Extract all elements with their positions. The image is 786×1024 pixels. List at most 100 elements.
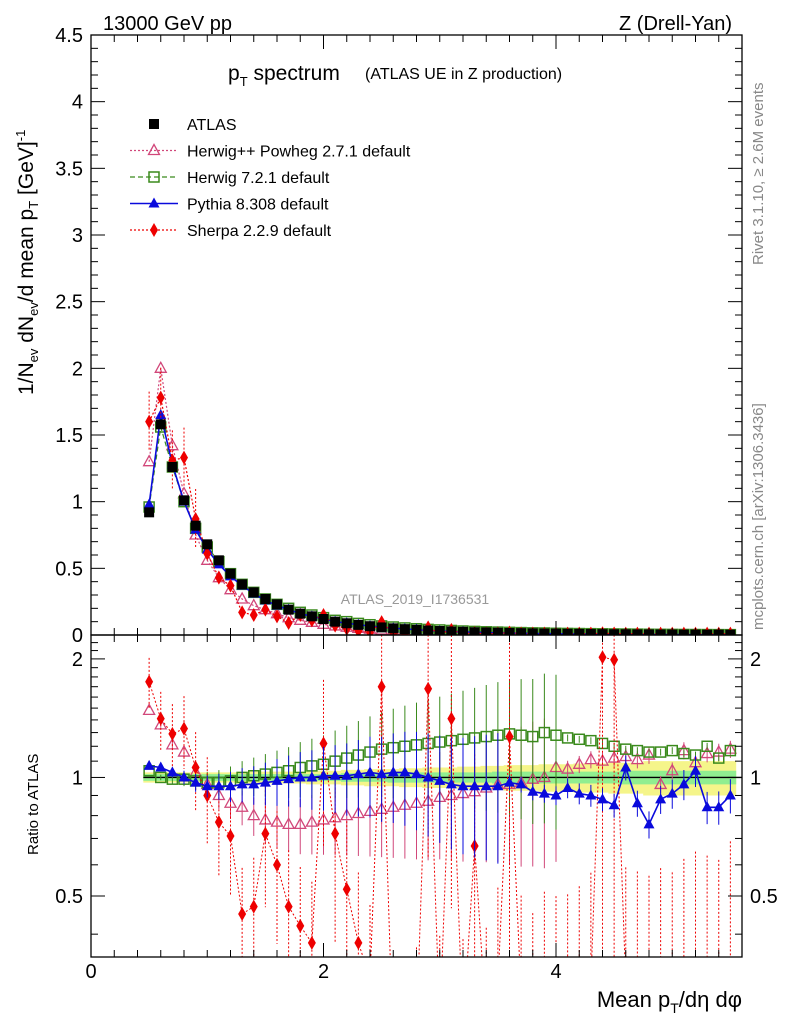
ratio-point-herwigpp	[235, 799, 249, 812]
ratio-point-sherpa	[564, 994, 572, 1008]
legend-label-herwigpp: Herwig++ Powheg 2.7.1 default	[187, 144, 411, 161]
main-point-atlas	[341, 618, 352, 629]
main-point-atlas	[272, 599, 282, 610]
main-point-herwigpp	[293, 612, 307, 625]
ratio-point-pythia	[469, 780, 481, 791]
ratio-point-sherpa	[342, 882, 351, 897]
ratio-point-pythia	[643, 818, 655, 829]
ratio-point-herwig7	[631, 744, 644, 757]
axes-group: 00.511.522.533.544.50 2 40.5 0.51 12 2	[55, 25, 778, 983]
main-point-atlas	[144, 507, 155, 518]
main-point-atlas	[562, 628, 573, 635]
ratio-point-sherpa	[191, 760, 200, 775]
main-point-atlas	[585, 629, 596, 635]
main-point-sherpa	[261, 602, 270, 617]
ratio-point-herwig7	[538, 726, 551, 739]
ratio-point-pythia	[190, 776, 202, 787]
x-tick-label: 4	[550, 961, 561, 983]
ratio-y-tick-label: 0.5	[55, 886, 83, 908]
ratio-point-herwigpp	[584, 752, 598, 765]
main-plot-title-note: (ATLAS UE in Z production)	[365, 66, 562, 83]
main-point-sherpa	[284, 616, 293, 630]
ratio-point-herwigpp	[293, 817, 307, 830]
main-point-pythia	[155, 409, 167, 419]
main-point-atlas	[423, 625, 434, 635]
legend: ATLAS Herwig++ Powheg 2.7.1 default Herwig…	[130, 117, 411, 240]
ratio-point-sherpa	[180, 721, 188, 736]
ratio-point-herwig7	[643, 746, 655, 758]
main-point-atlas	[179, 495, 189, 506]
ratio-point-herwigpp	[247, 808, 261, 821]
legend-item-herwigpp: Herwig++ Powheg 2.7.1 default	[130, 143, 411, 161]
main-point-atlas	[225, 568, 236, 579]
main-point-sherpa	[273, 609, 281, 624]
ratio-point-pythia	[341, 769, 353, 780]
ratio-point-pythia	[434, 774, 446, 785]
ratio-point-herwig7	[550, 729, 562, 741]
legend-item-sherpa: Sherpa 2.2.9 default	[130, 223, 332, 240]
ratio-point-pythia	[201, 780, 213, 791]
ratio-point-sherpa	[273, 857, 281, 872]
ratio-point-pythia	[318, 769, 329, 780]
main-point-atlas	[376, 622, 387, 633]
analysis-watermark: ATLAS_2019_I1736531	[341, 591, 490, 607]
ratio-point-pythia	[527, 785, 539, 796]
x-tick-label: 2	[318, 961, 329, 983]
ratio-point-pythia	[597, 793, 608, 804]
ratio-point-pythia	[701, 801, 713, 812]
ratio-point-sherpa	[377, 679, 386, 694]
x-axis-label: Mean pT/dη dφ	[597, 987, 742, 1016]
ratio-point-sherpa	[482, 1015, 490, 1024]
main-point-herwigpp	[142, 454, 156, 467]
ratio-point-pythia	[387, 766, 399, 777]
main-point-atlas	[330, 616, 341, 627]
main-point-herwigpp	[235, 591, 249, 604]
ratio-point-pythia	[713, 801, 725, 812]
ratio-point-pythia	[364, 766, 376, 777]
ratio-y-tick-label-right: 2	[750, 649, 761, 671]
main-point-herwigpp	[223, 582, 238, 595]
ratio-point-pythia	[724, 789, 736, 800]
main-point-atlas	[260, 594, 271, 604]
ratio-point-pythia	[294, 771, 306, 782]
ratio-point-pythia	[155, 761, 167, 772]
ratio-point-pythia	[666, 787, 678, 798]
main-point-atlas	[609, 629, 620, 635]
main-point-atlas	[318, 614, 329, 624]
ratio-y-tick-label-right: 1	[750, 767, 761, 789]
main-point-atlas	[155, 419, 166, 430]
main-point-atlas	[492, 627, 503, 635]
ratio-point-pythia	[678, 778, 690, 789]
ratio-y-tick-label-right: 0.5	[750, 886, 778, 908]
main-point-pythia	[143, 498, 155, 509]
ratio-point-pythia	[631, 797, 643, 808]
main-point-sherpa	[249, 608, 258, 622]
ratio-point-herwigpp	[572, 756, 586, 769]
ratio-point-herwigpp	[328, 810, 342, 823]
legend-label-sherpa: Sherpa 2.2.9 default	[187, 223, 332, 240]
ratio-point-herwig7	[666, 744, 678, 757]
main-point-atlas	[725, 629, 736, 635]
main-point-sherpa	[145, 414, 154, 429]
ratio-point-sherpa	[145, 674, 154, 689]
ratio-point-pythia	[271, 774, 283, 785]
ratio-point-sherpa	[552, 994, 560, 1008]
ratio-point-herwigpp	[177, 744, 191, 757]
main-y-tick-label: 0.5	[55, 558, 83, 580]
main-y-tick-label: 3	[72, 225, 83, 247]
ratio-point-pythia	[329, 769, 341, 780]
ratio-point-sherpa	[598, 650, 607, 665]
ratio-point-sherpa	[168, 726, 177, 741]
main-point-atlas	[539, 628, 550, 635]
ratio-point-herwig7	[701, 740, 713, 753]
main-point-atlas	[202, 539, 213, 550]
ratio-point-herwigpp	[223, 795, 238, 808]
ratio-point-sherpa	[517, 988, 525, 1002]
ratio-point-herwigpp	[351, 806, 365, 819]
ratio-point-pythia	[492, 780, 504, 791]
ratio-point-pythia	[248, 778, 260, 789]
main-y-tick-label: 0	[72, 625, 83, 647]
ratio-point-herwig7	[585, 734, 597, 747]
main-point-atlas	[283, 604, 294, 615]
